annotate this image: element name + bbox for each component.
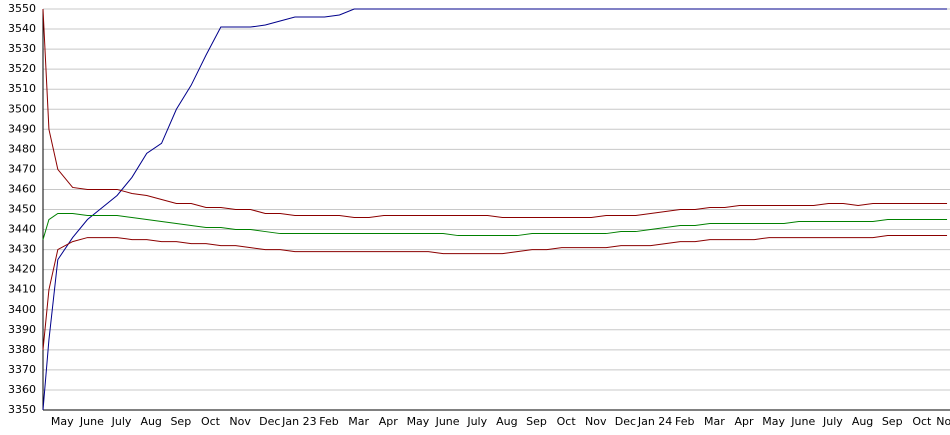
x-tick-label: Aug: [496, 415, 517, 428]
series-line: [42, 235, 948, 350]
x-tick-label: Apr: [734, 415, 754, 428]
x-tick-label: Mar: [704, 415, 725, 428]
series-line: [42, 8, 948, 219]
x-tick-label: July: [822, 415, 843, 428]
series-line: [42, 213, 948, 240]
y-tick-label: 3380: [8, 343, 36, 356]
x-tick-label: July: [111, 415, 132, 428]
y-tick-label: 3520: [8, 62, 36, 75]
y-tick-label: 3510: [8, 82, 36, 95]
x-tick-label: Apr: [379, 415, 399, 428]
y-tick-label: 3420: [8, 263, 36, 276]
x-tick-label: July: [466, 415, 487, 428]
y-tick-label: 3480: [8, 142, 36, 155]
x-tick-label: Nov: [936, 415, 950, 428]
y-tick-label: 3350: [8, 403, 36, 416]
x-tick-label: Oct: [912, 415, 932, 428]
y-tick-label: 3550: [8, 2, 36, 15]
x-tick-label: May: [407, 415, 430, 428]
y-tick-label: 3400: [8, 303, 36, 316]
x-tick-label: Feb: [675, 415, 694, 428]
y-tick-label: 3530: [8, 42, 36, 55]
x-tick-label: Oct: [201, 415, 221, 428]
x-tick-label: June: [790, 415, 815, 428]
y-tick-label: 3440: [8, 223, 36, 236]
x-tick-label: Aug: [852, 415, 873, 428]
x-tick-label: May: [762, 415, 785, 428]
x-tick-label: June: [79, 415, 104, 428]
y-tick-label: 3470: [8, 162, 36, 175]
y-tick-label: 3430: [8, 243, 36, 256]
x-tick-label: Dec: [615, 415, 636, 428]
y-tick-label: 3540: [8, 22, 36, 35]
y-tick-label: 3360: [8, 383, 36, 396]
x-tick-label: Sep: [882, 415, 903, 428]
x-tick-label: June: [435, 415, 460, 428]
x-tick-label: Feb: [319, 415, 338, 428]
x-tick-label: Sep: [526, 415, 547, 428]
y-tick-label: 3390: [8, 323, 36, 336]
x-tick-label: Jan 23: [281, 415, 316, 428]
y-tick-label: 3500: [8, 102, 36, 115]
x-tick-label: May: [51, 415, 74, 428]
x-tick-label: Mar: [348, 415, 369, 428]
x-tick-label: Aug: [140, 415, 161, 428]
y-tick-label: 3410: [8, 283, 36, 296]
y-tick-label: 3460: [8, 182, 36, 195]
x-tick-label: Sep: [170, 415, 191, 428]
y-tick-label: 3490: [8, 122, 36, 135]
x-tick-label: Dec: [259, 415, 280, 428]
y-tick-label: 3370: [8, 363, 36, 376]
x-tick-label: Nov: [585, 415, 607, 428]
x-tick-label: Jan 24: [637, 415, 672, 428]
series-line: [42, 8, 948, 411]
y-tick-label: 3450: [8, 203, 36, 216]
x-tick-label: Oct: [557, 415, 577, 428]
x-tick-label: Nov: [229, 415, 251, 428]
